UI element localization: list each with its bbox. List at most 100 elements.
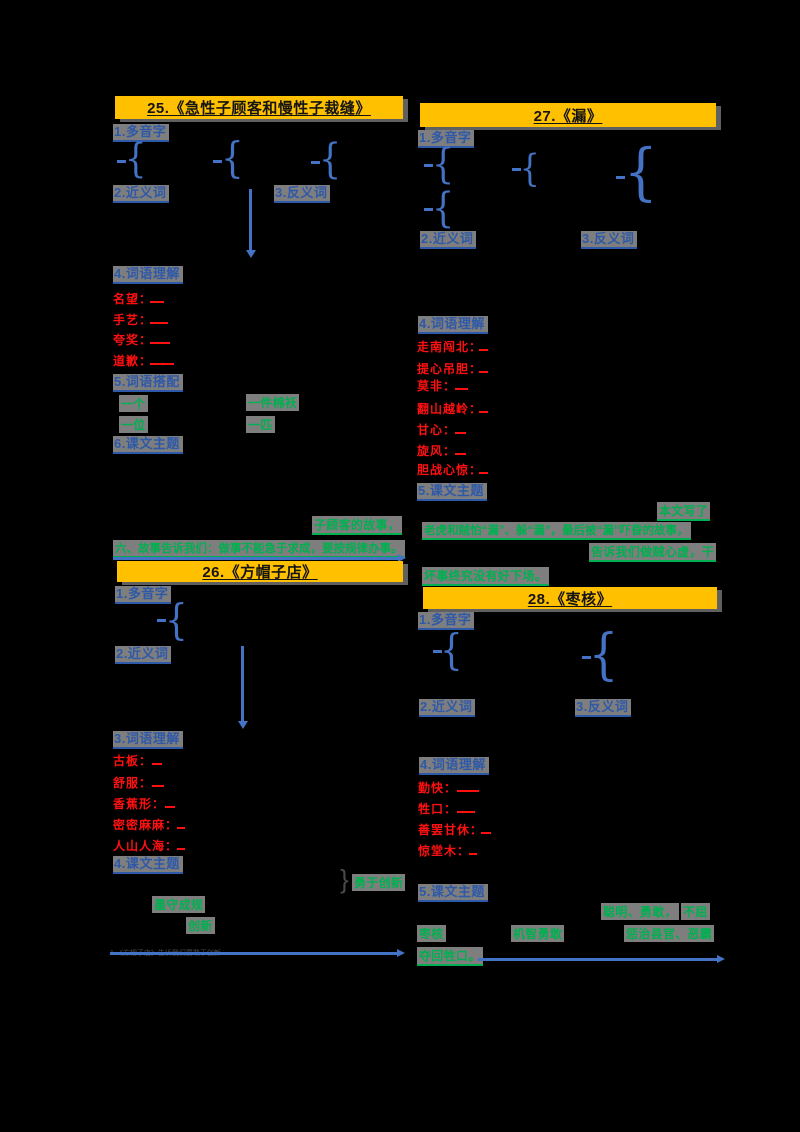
s27-dash-connector-2 [424,208,433,211]
s28-red-word-2: 牲口： [418,802,458,816]
lesson-27-title-bar: 27.《漏》 [420,103,716,127]
s27-red-underline-7 [479,472,488,474]
s27-red-underline-5 [455,432,466,434]
s27-theme-line-4: 坏事终究没有好下场。 [422,567,550,586]
s28-heading-polyphones: 1.多音字 [418,612,475,631]
s27-red-word-1: 走南闯北： [417,340,483,354]
s25-red-underline-4 [150,363,174,365]
s28-heading-theme: 5.课文主题 [418,884,488,903]
s25-red-underline-2 [150,322,168,324]
s25-dash-connector-3 [311,161,320,164]
lesson-28-title: 28.《枣核》 [527,590,613,608]
s26-arrow-line-right [110,949,405,957]
s26-red-word-1: 古板： [113,754,153,768]
s26-brace-icon-1: { [165,595,188,644]
s25-brace-icon-1: { [124,136,147,182]
s27-red-underline-1 [479,349,488,351]
s28-heading-word-meaning: 4.词语理解 [419,757,489,776]
s28-red-word-4: 惊堂木： [418,844,471,858]
lesson-27-title: 27.《漏》 [533,107,603,125]
s28-dash-connector-2 [582,656,591,659]
s25-heading-collocations: 5.词语搭配 [113,374,183,393]
s27-red-word-4: 翻山越岭： [417,402,483,416]
s28-red-word-3: 善罢甘休： [418,823,484,837]
s25-arrow-line-down [246,189,256,258]
s28-red-underline-3 [481,832,491,834]
s26-red-underline-4 [177,827,185,829]
s27-theme-line-1: 本文写了 [657,502,711,521]
s26-red-underline-3 [165,806,175,808]
s26-arrow-line-down [238,646,248,729]
s26-red-word-4: 密密麻麻： [113,818,179,832]
s28-heading-synonyms: 2.近义词 [419,699,476,718]
s25-heading-theme: 6.课文主题 [113,436,183,455]
s25-green-word-1: 一个 [119,395,148,412]
s27-dash-connector-3 [512,168,521,171]
s27-red-word-3: 莫非： [417,379,457,393]
s27-brace-icon-2: { [431,184,455,232]
s26-red-word-3: 香蕉形： [113,797,166,811]
s26-dim-brace-icon: } [340,864,349,894]
s28-brace-icon-1: { [440,625,463,674]
s27-dash-connector-1 [424,164,433,167]
s26-heading-synonyms: 2.近义词 [115,646,172,665]
s27-heading-word-meaning: 4.词语理解 [418,316,488,335]
s25-red-underline-3 [150,342,170,344]
s26-red-underline-5 [177,848,185,850]
s28-green-word-f: 夺回牲口。 [417,947,483,966]
s25-red-underline-1 [150,301,164,303]
s27-brace-icon-4: { [623,135,658,208]
s27-heading-polyphones: 1.多音字 [418,130,475,149]
s27-brace-icon-1: { [431,140,455,188]
s25-heading-antonyms: 3.反义词 [274,185,331,204]
s28-green-word-e: 惩治县官、恶霸 [624,925,715,942]
s26-red-underline-2 [152,785,164,787]
s25-red-word-1: 名望： [113,292,153,306]
s25-heading-synonyms: 2.近义词 [113,185,170,204]
s25-red-word-2: 手艺： [113,313,153,327]
s28-heading-antonyms: 3.反义词 [575,699,632,718]
s27-heading-theme: 5.课文主题 [417,483,487,502]
s25-brace-icon-2: { [221,133,244,182]
s27-brace-icon-3: { [519,147,540,190]
s25-green-word-2: 一件棉袄 [246,394,300,411]
s28-arrow-line-right [478,955,725,963]
s25-red-word-3: 夸奖： [113,333,153,347]
s27-red-underline-3 [455,388,468,390]
s25-heading-word-meaning: 4.词语理解 [113,266,183,285]
s27-heading-synonyms: 2.近义词 [420,231,477,250]
s27-theme-line-2: 老虎和贼怕“漏”、躲“漏”，最后被“漏”吓昏的故事， [422,522,691,540]
s26-green-word-small: 创新 [186,917,215,934]
s25-dash-connector-2 [213,160,222,163]
lesson-25-title: 25.《急性子顾客和慢性子裁缝》 [147,100,371,117]
s28-green-word-c: 枣核 [417,925,446,942]
s26-red-underline-1 [152,763,162,765]
s25-theme-line-2: 六、故事告诉我们：做事不能急于求成，要按规律办事。 [113,540,405,558]
s25-theme-line-1: 子顾客的故事， [312,516,403,535]
s27-dash-connector-4 [616,176,625,179]
s28-dash-connector-1 [433,650,442,653]
s27-red-underline-2 [479,371,488,373]
s26-heading-theme: 4.课文主题 [113,856,183,875]
s25-heading-polyphones: 1.多音字 [113,124,170,143]
s27-red-word-7: 胆战心惊： [417,463,483,477]
s27-red-word-5: 甘心： [417,423,457,437]
s25-brace-icon-3: { [318,135,342,183]
s27-red-word-6: 旋风： [417,444,457,458]
s26-heading-word-meaning: 3.词语理解 [113,731,183,750]
s28-green-word-a: 聪明、勇敢， [601,903,679,920]
s25-green-word-4: 一匹 [246,416,275,433]
s27-red-underline-4 [479,411,488,413]
s28-red-underline-4 [469,853,477,855]
s27-red-underline-6 [455,453,466,455]
lesson-26-title-bar: 26.《方帽子店》 [117,561,403,582]
s25-red-word-4: 道歉： [113,354,153,368]
s27-red-word-2: 提心吊胆： [417,362,483,376]
s28-red-underline-2 [457,811,475,813]
s26-dash-connector-1 [157,619,166,622]
s26-heading-polyphones: 1.多音字 [115,586,172,605]
s25-arrow-line-right [113,554,406,562]
s27-theme-line-3: 告诉我们做贼心虚，干 [589,543,717,562]
s26-red-word-5: 人山人海： [113,839,179,853]
